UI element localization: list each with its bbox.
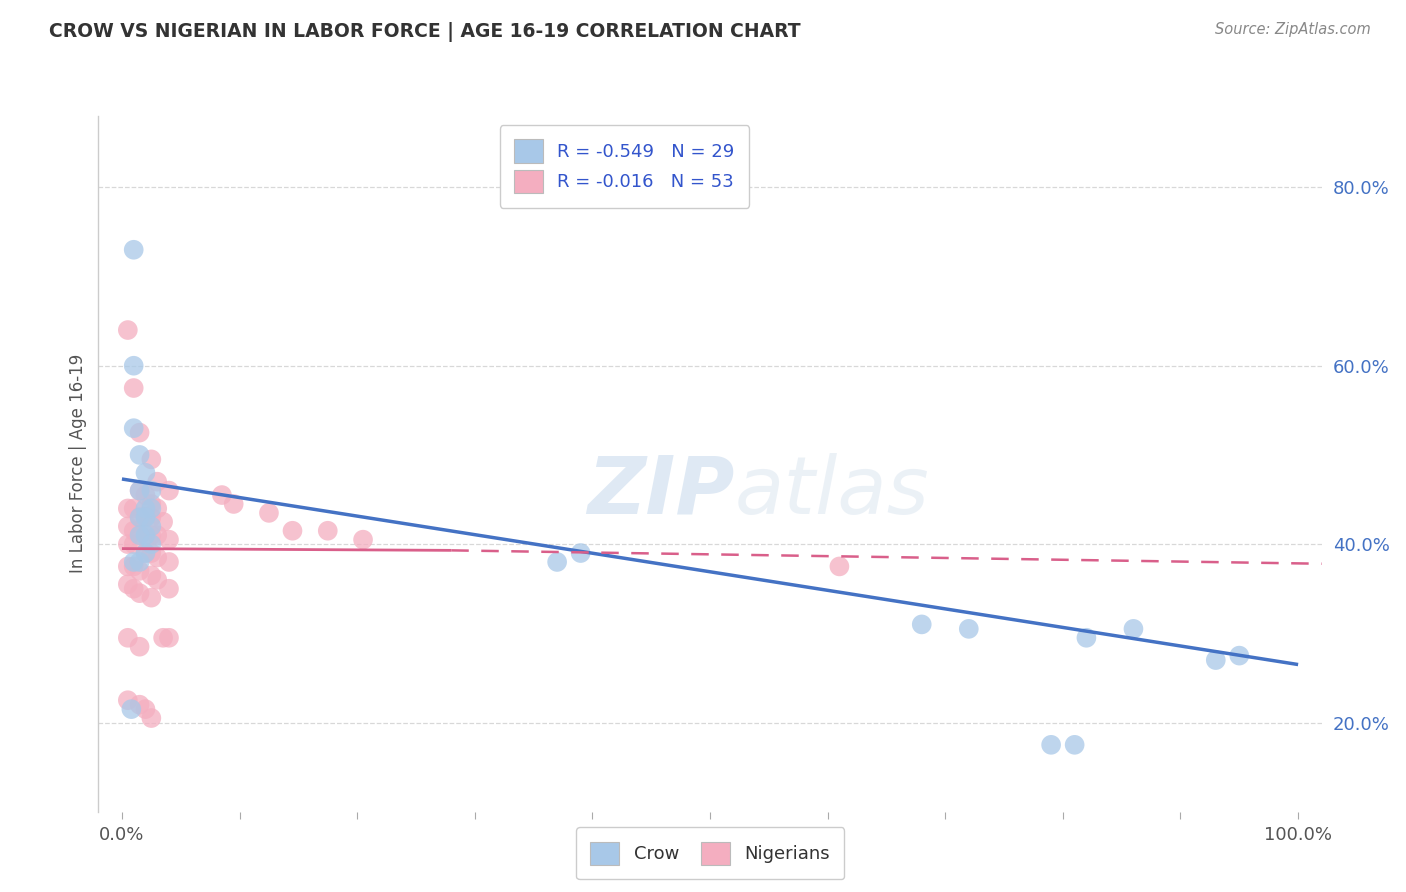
Point	[157, 483, 180, 498]
Point	[1076, 631, 1098, 645]
Point	[1040, 738, 1063, 752]
Point	[128, 425, 150, 440]
Point	[1122, 622, 1144, 636]
Point	[157, 533, 180, 547]
Point	[146, 528, 169, 542]
Point	[128, 528, 150, 542]
Point	[911, 617, 934, 632]
Point	[122, 555, 145, 569]
Point	[128, 483, 150, 498]
Point	[211, 488, 233, 502]
Point	[141, 546, 163, 560]
Text: Source: ZipAtlas.com: Source: ZipAtlas.com	[1215, 22, 1371, 37]
Point	[152, 515, 174, 529]
Point	[128, 483, 150, 498]
Text: ZIP: ZIP	[588, 452, 734, 531]
Legend: Crow, Nigerians: Crow, Nigerians	[576, 827, 844, 880]
Point	[134, 528, 156, 542]
Point	[222, 497, 245, 511]
Point	[122, 537, 145, 551]
Point	[141, 510, 163, 524]
Point	[117, 537, 139, 551]
Point	[128, 586, 150, 600]
Point	[141, 568, 163, 582]
Point	[128, 510, 150, 524]
Point	[134, 546, 156, 560]
Point	[122, 359, 145, 373]
Point	[146, 475, 169, 489]
Point	[122, 524, 145, 538]
Point	[141, 537, 163, 551]
Point	[134, 501, 156, 516]
Point	[141, 591, 163, 605]
Point	[141, 501, 163, 516]
Point	[141, 528, 163, 542]
Point	[122, 501, 145, 516]
Y-axis label: In Labor Force | Age 16-19: In Labor Force | Age 16-19	[69, 354, 87, 574]
Point	[134, 510, 156, 524]
Point	[128, 640, 150, 654]
Point	[128, 698, 150, 712]
Point	[134, 702, 156, 716]
Point	[128, 555, 150, 569]
Point	[117, 693, 139, 707]
Point	[122, 582, 145, 596]
Point	[134, 466, 156, 480]
Text: atlas: atlas	[734, 452, 929, 531]
Point	[152, 631, 174, 645]
Point	[157, 631, 180, 645]
Point	[117, 501, 139, 516]
Point	[352, 533, 374, 547]
Point	[141, 452, 163, 467]
Point	[117, 577, 139, 591]
Point	[957, 622, 980, 636]
Point	[122, 559, 145, 574]
Point	[141, 497, 163, 511]
Point	[546, 555, 568, 569]
Point	[146, 573, 169, 587]
Point	[257, 506, 280, 520]
Point	[828, 559, 851, 574]
Point	[281, 524, 304, 538]
Point	[141, 519, 163, 533]
Point	[120, 702, 142, 716]
Point	[117, 323, 139, 337]
Point	[134, 546, 156, 560]
Point	[569, 546, 592, 560]
Point	[157, 555, 180, 569]
Point	[1063, 738, 1085, 752]
Point	[1205, 653, 1227, 667]
Point	[122, 381, 145, 395]
Point	[122, 243, 145, 257]
Point	[128, 528, 150, 542]
Text: CROW VS NIGERIAN IN LABOR FORCE | AGE 16-19 CORRELATION CHART: CROW VS NIGERIAN IN LABOR FORCE | AGE 16…	[49, 22, 801, 42]
Point	[128, 448, 150, 462]
Point	[117, 631, 139, 645]
Point	[122, 421, 145, 435]
Point	[157, 582, 180, 596]
Point	[117, 559, 139, 574]
Point	[146, 501, 169, 516]
Point	[117, 519, 139, 533]
Point	[128, 510, 150, 524]
Point	[1227, 648, 1250, 663]
Point	[134, 488, 156, 502]
Point	[146, 550, 169, 565]
Point	[134, 510, 156, 524]
Point	[316, 524, 339, 538]
Point	[128, 564, 150, 578]
Point	[141, 711, 163, 725]
Point	[141, 483, 163, 498]
